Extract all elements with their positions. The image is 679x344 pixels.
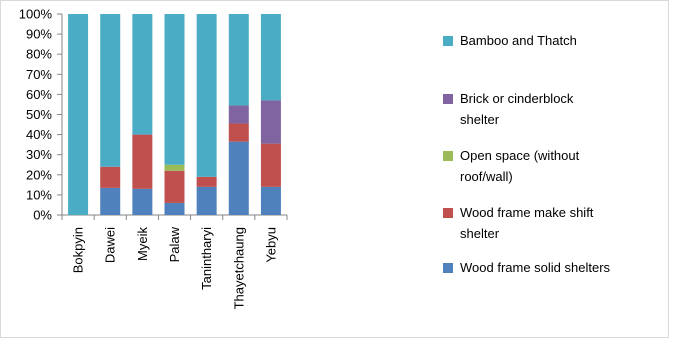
y-tick-label: 20%	[26, 167, 52, 182]
y-tick-label: 10%	[26, 187, 52, 202]
bar-yebyu-wood-frame-solid-shelters	[260, 186, 281, 215]
bar-yebyu-bamboo-and-thatch	[260, 14, 281, 101]
bar-dawei-wood-frame-solid-shelters	[100, 187, 121, 215]
bar-thayetchaung-wood-frame-solid-shelters	[228, 141, 249, 215]
legend-label: shelter	[460, 112, 500, 127]
legend-label: Brick or cinderblock	[460, 91, 574, 106]
bar-myeik-wood-frame-make-shift-shelter	[132, 134, 153, 189]
y-tick-label: 50%	[26, 107, 52, 122]
y-tick-label: 60%	[26, 87, 52, 102]
bar-tanintharyi-wood-frame-solid-shelters	[196, 186, 217, 215]
bar-myeik-bamboo-and-thatch	[132, 14, 153, 135]
legend-marker-brick-or-cinderblock-shelter	[443, 94, 453, 104]
y-tick-label: 0%	[33, 208, 52, 223]
legend-label: roof/wall)	[460, 169, 513, 184]
bar-palaw-open-space-without-roof-wall	[164, 164, 185, 171]
y-tick-label: 100%	[19, 7, 53, 22]
legend-label: Wood frame make shift	[460, 205, 594, 220]
bar-yebyu-wood-frame-make-shift-shelter	[260, 143, 281, 187]
bar-myeik-wood-frame-solid-shelters	[132, 188, 153, 215]
chart-border	[0, 0, 669, 338]
x-tick-label: Yebyu	[263, 227, 278, 263]
x-tick-label: Myeik	[135, 227, 150, 261]
legend-label: Wood frame solid shelters	[460, 260, 611, 275]
legend-label: shelter	[460, 226, 500, 241]
bar-palaw-wood-frame-solid-shelters	[164, 202, 185, 215]
bar-palaw-wood-frame-make-shift-shelter	[164, 170, 185, 203]
bar-thayetchaung-bamboo-and-thatch	[228, 14, 249, 106]
x-tick-label: Palaw	[167, 226, 182, 262]
bar-tanintharyi-wood-frame-make-shift-shelter	[196, 176, 217, 187]
bar-dawei-wood-frame-make-shift-shelter	[100, 166, 121, 188]
legend-marker-wood-frame-make-shift-shelter	[443, 208, 453, 218]
bar-palaw-bamboo-and-thatch	[164, 14, 185, 165]
bar-dawei-bamboo-and-thatch	[100, 14, 121, 167]
bar-yebyu-brick-or-cinderblock-shelter	[260, 100, 281, 144]
x-tick-label: Bokpyin	[71, 227, 86, 273]
y-tick-label: 40%	[26, 127, 52, 142]
y-tick-label: 80%	[26, 47, 52, 62]
y-tick-label: 90%	[26, 27, 52, 42]
x-tick-label: Thayetchaung	[231, 227, 246, 309]
legend-marker-bamboo-and-thatch	[443, 36, 453, 46]
legend-marker-wood-frame-solid-shelters	[443, 263, 453, 273]
x-tick-label: Dawei	[103, 227, 118, 263]
legend-marker-open-space-without-roof-wall	[443, 151, 453, 161]
bar-bokpyin-bamboo-and-thatch	[68, 14, 89, 215]
bar-thayetchaung-brick-or-cinderblock-shelter	[228, 105, 249, 124]
bar-tanintharyi-bamboo-and-thatch	[196, 14, 217, 177]
y-tick-label: 30%	[26, 147, 52, 162]
legend-label: Open space (without	[460, 148, 580, 163]
y-tick-label: 70%	[26, 67, 52, 82]
legend-label: Bamboo and Thatch	[460, 33, 577, 48]
bar-thayetchaung-wood-frame-make-shift-shelter	[228, 123, 249, 142]
x-tick-label: Tanintharyi	[199, 227, 214, 290]
